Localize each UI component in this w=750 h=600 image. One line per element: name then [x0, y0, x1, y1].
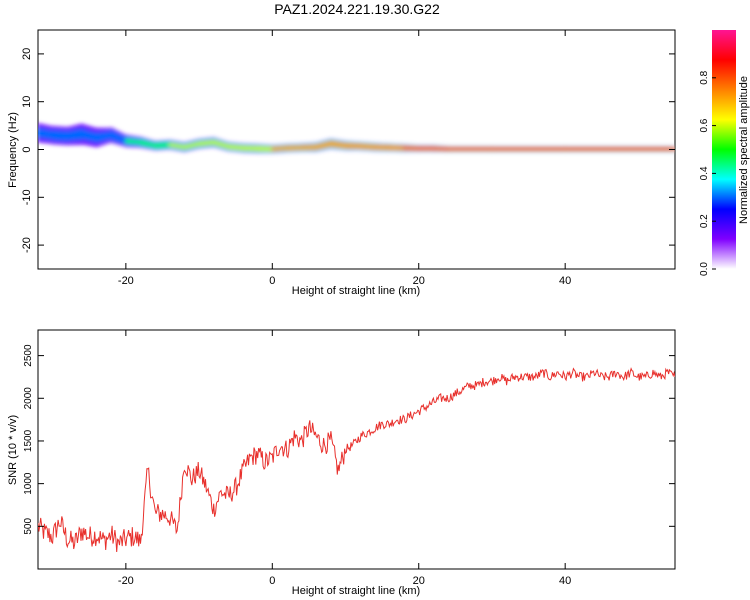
colorbar-ticks: 0.0 0.2 0.4 0.6 0.8	[699, 70, 716, 276]
y-tick-label: -10	[21, 189, 33, 205]
snr-series-line	[38, 367, 675, 553]
snr-panel: -20 0 20 40 500 1000 1500 2000 2500 Height of st…	[7, 329, 676, 597]
colorbar-tick-label: 0.0	[699, 262, 710, 276]
spectrogram-panel: -20 0 20 40 20 10 0 -10 -20 Height of straight l…	[7, 29, 676, 297]
spectrogram-ridge-band	[344, 143, 361, 148]
spectrogram-ridge-band	[242, 146, 259, 151]
y-tick-label: 2000	[23, 387, 34, 410]
spectrogram-ridge-band	[447, 147, 493, 151]
y-tick-label: 1500	[23, 429, 34, 452]
spectrogram-ridge-band	[51, 130, 69, 142]
y-tick-label: 10	[21, 96, 33, 108]
spectrogram-ridge-band	[359, 144, 376, 149]
snr-x-axis-label: Height of straight line (km)	[292, 585, 420, 597]
spectrogram-ridge-band	[154, 142, 171, 149]
spectrogram-ridge-band	[417, 147, 435, 150]
snr-axes: -20 0 20 40 500 1000 1500 2000 2500	[23, 330, 675, 587]
spectrogram-ridge-band	[271, 146, 288, 151]
spectrogram-ridge-band	[432, 147, 449, 151]
colorbar-label: Normalized spectral amplitude	[738, 76, 750, 224]
colorbar-tick-label: 0.8	[699, 70, 710, 84]
x-tick-label: 40	[559, 275, 571, 287]
spectrogram-heat	[38, 123, 675, 154]
spectrogram-y-axis-label: Frequency (Hz)	[7, 112, 19, 188]
snr-frame	[37, 329, 676, 570]
x-tick-label: 0	[269, 575, 275, 587]
spectrogram-ridge-band	[227, 144, 244, 150]
x-tick-label: -20	[118, 575, 134, 587]
spectrogram-ridge-band	[66, 128, 83, 142]
colorbar: 0.0 0.2 0.4 0.6 0.8 Normalized spectral ampl…	[699, 30, 750, 276]
y-tick-label: 500	[23, 518, 34, 535]
snr-y-axis-label: SNR (10 * v/v)	[7, 415, 19, 485]
colorbar-tick-label: 0.2	[699, 214, 710, 228]
spectrogram-ridge-band	[388, 145, 405, 150]
y-tick-label: -20	[21, 237, 33, 253]
x-tick-label: 0	[269, 275, 275, 287]
spectrogram-axes: -20 0 20 40 20 10 0 -10 -20	[21, 30, 675, 287]
y-tick-label: 0	[21, 146, 33, 152]
colorbar-tick-label: 0.6	[699, 118, 710, 132]
spectrogram-ridge-band	[403, 146, 420, 150]
x-tick-label: 20	[413, 275, 425, 287]
figure-title: PAZ1.2024.221.19.30.G22	[274, 1, 440, 17]
x-tick-label: 20	[413, 575, 425, 587]
spectrogram-ridge-band	[286, 146, 303, 150]
spectrogram-ridge-band	[564, 147, 675, 151]
x-tick-label: 40	[559, 575, 571, 587]
colorbar-tick-label: 0.4	[699, 166, 710, 180]
y-tick-label: 1000	[23, 472, 34, 495]
spectrogram-ridge-band	[198, 140, 215, 146]
spectrogram-ridge-band	[374, 145, 391, 150]
spectrogram-ridge-band	[491, 147, 566, 151]
colorbar-gradient	[712, 30, 736, 269]
spectrogram-x-axis-label: Height of straight line (km)	[292, 285, 420, 297]
spectrogram-ridge-band	[300, 145, 317, 150]
y-tick-label: 20	[21, 48, 33, 60]
spectrogram-ridge-band	[256, 146, 274, 151]
y-tick-label: 2500	[23, 344, 34, 367]
x-tick-label: -20	[118, 275, 134, 287]
